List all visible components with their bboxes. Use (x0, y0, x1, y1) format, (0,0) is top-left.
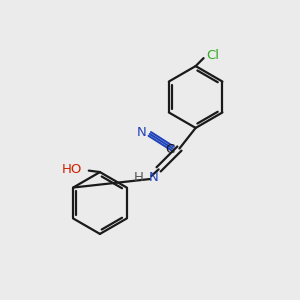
Text: C: C (165, 143, 174, 157)
Text: HO: HO (62, 163, 82, 176)
Text: N: N (136, 126, 146, 139)
Text: Cl: Cl (206, 49, 219, 62)
Text: H: H (134, 171, 144, 184)
Text: N: N (148, 171, 158, 184)
